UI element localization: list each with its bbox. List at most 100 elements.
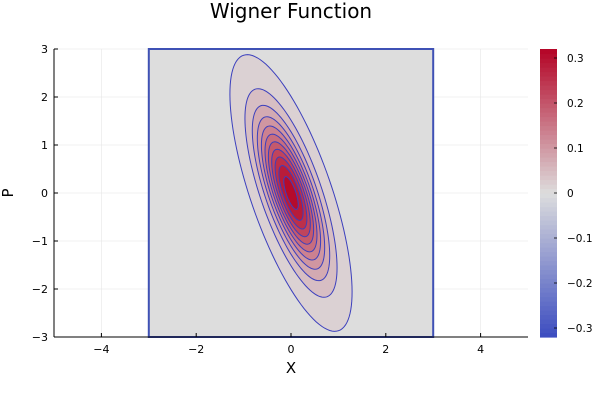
- colorbar-swatch: [540, 49, 557, 55]
- colorbar-swatch: [540, 229, 557, 235]
- colorbar-swatch: [540, 220, 557, 226]
- colorbar-swatch: [540, 287, 557, 293]
- colorbar-swatch: [540, 238, 557, 244]
- contour-line: [278, 165, 304, 221]
- colorbar-swatch: [540, 269, 557, 275]
- contour-fill-level: [283, 176, 299, 210]
- x-tick-label: −4: [93, 343, 109, 356]
- colorbar-swatch: [540, 319, 557, 325]
- colorbar-swatch: [540, 251, 557, 257]
- colorbar-swatch: [540, 305, 557, 311]
- contour-line: [283, 176, 299, 210]
- colorbar-swatch: [540, 139, 557, 145]
- colorbar-tick-label: 0.3: [567, 53, 584, 65]
- y-tick-label: 1: [41, 139, 48, 152]
- colorbar-swatch: [540, 121, 557, 127]
- colorbar-swatch: [540, 215, 557, 221]
- colorbar-swatch: [540, 152, 557, 158]
- y-tick-label: −3: [32, 331, 48, 344]
- colorbar-swatch: [540, 134, 557, 140]
- colorbar-tick-label: −0.3: [567, 323, 593, 335]
- colorbar-swatch: [540, 53, 557, 59]
- colorbar-swatch: [540, 103, 557, 109]
- colorbar-swatch: [540, 148, 557, 154]
- colorbar-swatch: [540, 274, 557, 280]
- y-axis-label: P: [0, 188, 17, 197]
- contour-line: [244, 88, 338, 298]
- colorbar-swatch: [540, 211, 557, 217]
- colorbar-swatch: [540, 98, 557, 104]
- colorbar-swatch: [540, 314, 557, 320]
- y-tick-label: 2: [41, 91, 48, 104]
- colorbar-swatch: [540, 89, 557, 95]
- x-tick-label: 0: [288, 343, 295, 356]
- colorbar-swatch: [540, 247, 557, 253]
- colorbar-tick-label: −0.2: [567, 278, 593, 290]
- contour-line: [267, 141, 315, 245]
- y-tick-label: −1: [32, 235, 48, 248]
- filled-contours: [148, 49, 434, 337]
- colorbar-swatch: [540, 130, 557, 136]
- colorbar-swatch: [540, 157, 557, 163]
- contour-line: [274, 156, 308, 230]
- colorbar-swatch: [540, 67, 557, 73]
- contour-line: [264, 133, 318, 253]
- colorbar-swatch: [540, 283, 557, 289]
- contour-line: [260, 125, 322, 261]
- contour-line: [256, 116, 326, 270]
- y-axis-ticks: −3 −2 −1 0 1 2 3: [32, 43, 58, 344]
- y-tick-label: 0: [41, 187, 48, 200]
- colorbar-ticks: 0.3 0.2 0.1 0 −0.1 −0.2 −0.3: [554, 53, 593, 335]
- x-tick-label: 4: [477, 343, 484, 356]
- y-tick-label: −2: [32, 283, 48, 296]
- colorbar-tick-label: 0.1: [567, 143, 584, 155]
- colorbar-swatch: [540, 62, 557, 68]
- colorbar-swatch: [540, 112, 557, 118]
- colorbar-swatch: [540, 184, 557, 190]
- colorbar-swatch: [540, 175, 557, 181]
- colorbar-swatch: [540, 310, 557, 316]
- x-tick-label: 2: [382, 343, 389, 356]
- colorbar-swatch: [540, 256, 557, 262]
- contour-lines: [229, 54, 353, 332]
- colorbar-swatch: [540, 206, 557, 212]
- colorbar-swatch: [540, 107, 557, 113]
- colorbar-swatch: [540, 292, 557, 298]
- colorbar-swatch: [540, 197, 557, 203]
- colorbar-swatch: [540, 301, 557, 307]
- contour-line: [229, 54, 353, 332]
- colorbar-swatch: [540, 125, 557, 131]
- colorbar-swatch: [540, 188, 557, 194]
- x-axis-label: X: [286, 359, 296, 377]
- colorbar-tick-label: −0.1: [567, 233, 593, 245]
- colorbar-swatch: [540, 296, 557, 302]
- colorbar-swatch: [540, 116, 557, 122]
- colorbar-tick-label: 0: [567, 188, 574, 200]
- colorbar-swatch: [540, 170, 557, 176]
- colorbar-swatch: [540, 224, 557, 230]
- colorbar-swatch: [540, 242, 557, 248]
- colorbar-swatch: [540, 328, 557, 334]
- colorbar-swatch: [540, 85, 557, 91]
- contour-line: [271, 148, 311, 238]
- chart-title: Wigner Function: [210, 0, 372, 23]
- colorbar-swatch: [540, 233, 557, 239]
- colorbar-swatch: [540, 161, 557, 167]
- x-tick-label: −2: [188, 343, 204, 356]
- colorbar-swatch: [540, 71, 557, 77]
- colorbar-tick-label: 0.2: [567, 98, 584, 110]
- colorbar-swatch: [540, 166, 557, 172]
- colorbar-swatch: [540, 143, 557, 149]
- colorbar-swatch: [540, 278, 557, 284]
- colorbar-swatch: [540, 80, 557, 86]
- colorbar-swatch: [540, 179, 557, 185]
- colorbar-swatch: [540, 193, 557, 199]
- x-axis-ticks: −4 −2 0 2 4: [93, 333, 484, 356]
- colorbar-swatch: [540, 76, 557, 82]
- colorbar-swatch: [540, 265, 557, 271]
- colorbar-swatch: [540, 94, 557, 100]
- colorbar-swatch: [540, 202, 557, 208]
- contour-line: [251, 104, 331, 282]
- y-tick-label: 3: [41, 43, 48, 56]
